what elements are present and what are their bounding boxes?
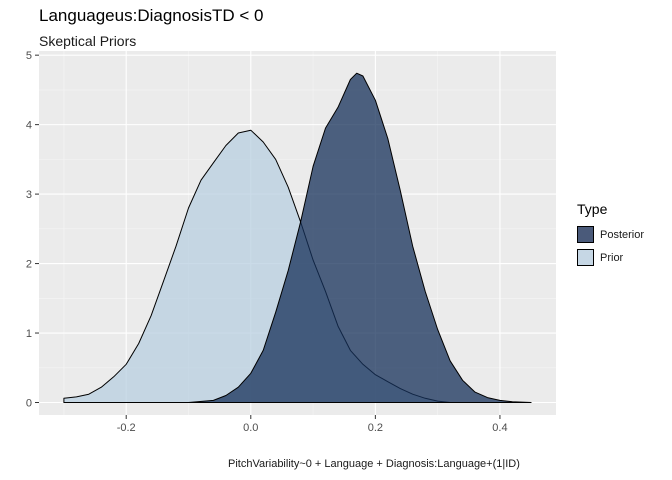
y-tick-label: 4 (26, 120, 32, 132)
y-tick-label: 1 (26, 328, 32, 340)
y-tick-label: 5 (26, 50, 32, 62)
legend-label-prior: Prior (600, 251, 624, 264)
chart-subtitle: Skeptical Priors (39, 33, 137, 49)
x-tick-label: 0.4 (492, 422, 507, 434)
model-formula-caption: PitchVariability~0 + Language + Diagnosi… (228, 458, 520, 470)
x-tick-label: 0.0 (243, 422, 258, 434)
x-tick-label: -0.2 (117, 422, 136, 434)
legend-label-posterior: Posterior (600, 228, 645, 241)
legend-key-prior (577, 249, 594, 266)
y-tick-label: 0 (26, 397, 32, 409)
y-tick-label: 2 (26, 259, 32, 271)
legend-item-prior: Prior (577, 246, 644, 269)
legend-title: Type (577, 201, 608, 217)
chart-title: Languageus:DiagnosisTD < 0 (39, 6, 264, 25)
legend: Type Posterior Prior (577, 201, 644, 269)
y-tick-label: 3 (26, 189, 32, 201)
legend-item-posterior: Posterior (577, 223, 644, 246)
x-tick-label: 0.2 (368, 422, 383, 434)
posterior-density-area (63, 72, 532, 403)
legend-key-posterior (577, 226, 594, 243)
